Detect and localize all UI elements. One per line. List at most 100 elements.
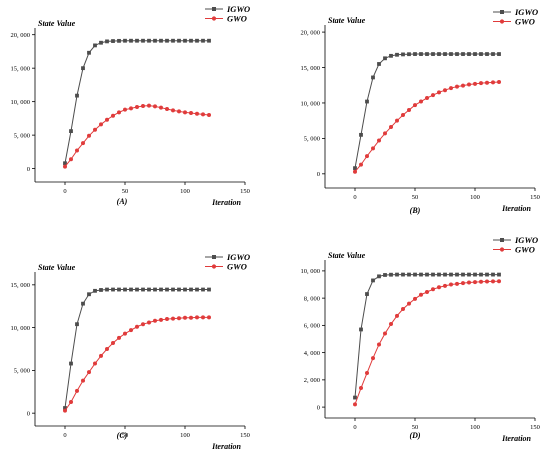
y-tick-label: 0 (27, 166, 30, 173)
panel-label: (A) (117, 197, 128, 206)
data-point (455, 281, 459, 286)
data-point (159, 38, 163, 43)
data-point (431, 93, 435, 98)
x-axis-label: Iteration (501, 204, 531, 213)
data-point (491, 52, 495, 56)
y-tick-label: 5, 000 (14, 132, 30, 139)
data-point (449, 86, 453, 91)
data-point (443, 272, 447, 277)
legend-label: GWO (515, 245, 535, 255)
data-point (371, 146, 375, 151)
y-tick-label: 0 (27, 410, 30, 417)
data-point (365, 292, 369, 296)
series-line (64, 40, 209, 164)
data-point (111, 341, 115, 346)
data-point (377, 274, 381, 279)
y-tick-label: 15, 000 (11, 282, 31, 289)
data-point (189, 38, 193, 43)
data-point (467, 82, 471, 87)
data-point (69, 400, 73, 405)
data-point (135, 38, 139, 43)
data-point (461, 281, 465, 286)
data-point (87, 370, 91, 375)
data-point (147, 320, 151, 325)
x-tick-label: 100 (180, 188, 190, 195)
data-point (201, 315, 205, 320)
legend-label: GWO (227, 14, 247, 24)
y-tick-label: 5, 000 (14, 368, 30, 375)
data-point (63, 406, 67, 410)
data-point (123, 107, 127, 112)
data-point (383, 273, 387, 277)
data-point (365, 99, 369, 104)
data-point (479, 81, 483, 86)
data-point (171, 108, 175, 113)
data-point (153, 38, 157, 43)
series-line (64, 316, 209, 411)
data-point (449, 52, 453, 56)
data-point (117, 38, 121, 43)
data-point (461, 272, 465, 277)
data-point (437, 90, 441, 95)
data-point (147, 38, 151, 43)
data-point (195, 38, 199, 43)
data-point (437, 52, 441, 56)
data-point (87, 133, 91, 138)
data-point (201, 38, 205, 43)
data-point (183, 287, 187, 292)
data-point (105, 39, 109, 44)
data-point (407, 301, 411, 306)
series-line (354, 280, 500, 405)
series-gwo (63, 103, 211, 169)
data-point (371, 278, 375, 283)
y-axis-label: State Value (38, 263, 76, 272)
data-point (401, 307, 405, 312)
data-point (171, 316, 175, 321)
x-axis-label: Iteration (501, 434, 531, 443)
data-point (129, 328, 133, 333)
data-point (165, 107, 169, 112)
data-point (207, 287, 211, 292)
data-point (153, 104, 157, 109)
data-point (111, 113, 115, 118)
data-point (201, 287, 205, 292)
data-point (419, 292, 423, 297)
data-point (165, 287, 169, 292)
data-point (81, 66, 85, 71)
legend-label: GWO (227, 262, 247, 272)
data-point (467, 272, 471, 277)
data-point (413, 103, 417, 108)
data-point (183, 38, 187, 43)
data-point (485, 52, 489, 56)
y-axis-label: State Value (328, 16, 366, 25)
data-point (141, 287, 145, 292)
data-point (473, 52, 477, 56)
data-point (377, 62, 381, 66)
series-gwo (63, 315, 211, 413)
x-tick-label: 50 (122, 432, 129, 439)
data-point (195, 315, 199, 320)
y-tick-label: 2, 000 (304, 377, 320, 384)
data-point (171, 287, 175, 292)
data-point (135, 324, 139, 329)
data-point (419, 99, 423, 104)
panel-label: (B) (410, 206, 421, 215)
data-point (75, 322, 79, 327)
x-tick-label: 0 (353, 194, 356, 201)
data-point (183, 315, 187, 320)
series-line (64, 105, 210, 167)
y-tick-label: 10, 000 (301, 268, 321, 275)
data-point (395, 52, 399, 57)
data-point (359, 132, 363, 137)
legend-label: GWO (515, 17, 535, 27)
x-tick-label: 50 (412, 194, 419, 201)
data-point (105, 117, 109, 122)
data-point (425, 52, 429, 56)
data-point (383, 131, 387, 136)
data-point (81, 301, 85, 306)
data-point (159, 287, 163, 292)
data-point (93, 288, 97, 293)
